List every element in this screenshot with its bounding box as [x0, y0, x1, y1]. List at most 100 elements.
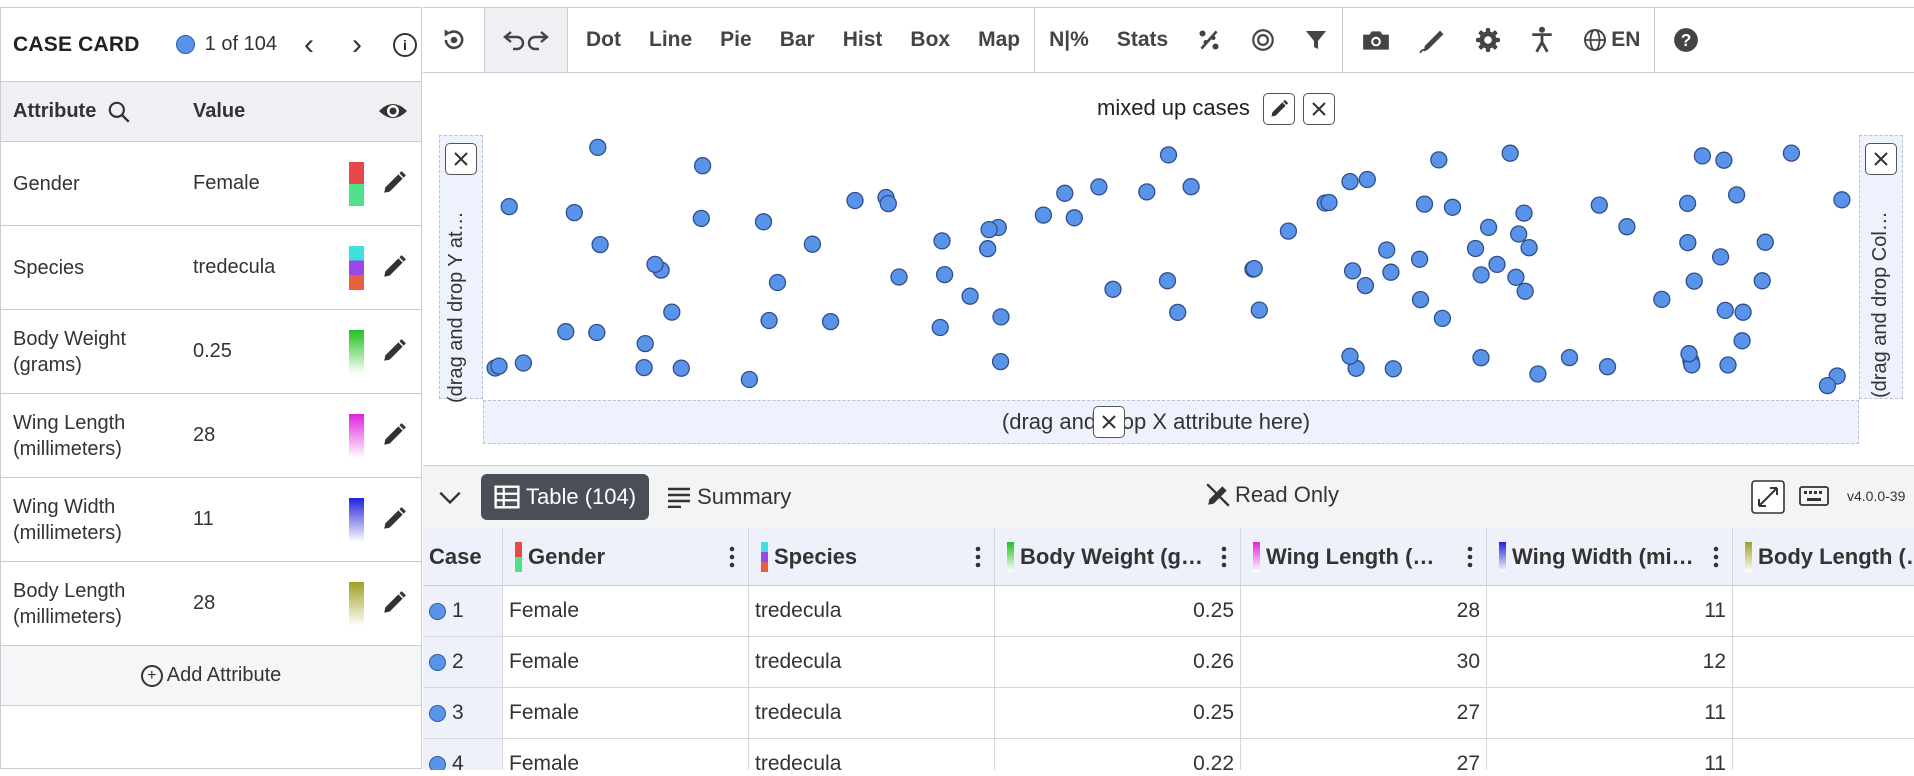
- case-point[interactable]: [1430, 151, 1448, 169]
- species-cell[interactable]: tredecula: [749, 739, 995, 770]
- case-point[interactable]: [760, 311, 778, 330]
- case-point[interactable]: [1479, 218, 1498, 237]
- wing-length-cell[interactable]: 27: [1241, 739, 1487, 770]
- stats-button[interactable]: Stats: [1116, 28, 1169, 51]
- chevron-down-icon[interactable]: [437, 484, 463, 510]
- case-point[interactable]: [1618, 218, 1636, 236]
- case-point[interactable]: [1169, 303, 1187, 322]
- case-point[interactable]: [1466, 239, 1485, 258]
- count-percent-button[interactable]: N|%: [1049, 28, 1089, 51]
- plot-type-dot[interactable]: Dot: [586, 28, 621, 51]
- case-point[interactable]: [1443, 198, 1462, 216]
- case-point[interactable]: [514, 354, 533, 372]
- case-point[interactable]: [933, 232, 951, 250]
- info-icon[interactable]: i: [392, 32, 417, 57]
- species-cell[interactable]: tredecula: [749, 637, 995, 687]
- summary-tab-button[interactable]: Summary: [667, 484, 791, 510]
- case-point[interactable]: [1590, 196, 1608, 214]
- draw-button[interactable]: [1405, 8, 1461, 72]
- case-point[interactable]: [1358, 170, 1376, 189]
- attribute-row-wing-width[interactable]: Wing Width (millimeters) 11: [1, 478, 421, 562]
- color-legend-drop-zone[interactable]: [1859, 135, 1903, 399]
- body-weight-cell[interactable]: 0.26: [995, 637, 1241, 687]
- wing-width-cell[interactable]: 11: [1487, 688, 1733, 738]
- gender-cell[interactable]: Female: [503, 688, 749, 738]
- table-row[interactable]: 1 Female tredecula 0.25 28 11: [423, 586, 1914, 637]
- case-point[interactable]: [672, 359, 690, 377]
- graph-title[interactable]: mixed up cases: [1097, 95, 1250, 120]
- case-point[interactable]: [740, 370, 759, 389]
- case-point[interactable]: [1598, 358, 1617, 376]
- attribute-row-species[interactable]: Species tredecula: [1, 226, 421, 310]
- y-axis-drop-zone[interactable]: [439, 135, 483, 399]
- case-point[interactable]: [991, 352, 1010, 371]
- case-point[interactable]: [635, 358, 653, 377]
- case-point[interactable]: [1034, 206, 1053, 224]
- case-point[interactable]: [1138, 183, 1156, 201]
- table-row[interactable]: 3 Female tredecula 0.25 27 11: [423, 688, 1914, 739]
- case-point[interactable]: [693, 157, 712, 175]
- remove-color-attribute-button[interactable]: [1865, 143, 1897, 175]
- case-point[interactable]: [931, 318, 949, 337]
- case-point[interactable]: [1782, 144, 1801, 162]
- case-point[interactable]: [1501, 144, 1519, 162]
- undo-redo-button[interactable]: [484, 8, 568, 72]
- case-point[interactable]: [490, 357, 508, 375]
- column-header-body-weight[interactable]: Body Weight (g…: [995, 528, 1241, 585]
- edit-pencil-icon[interactable]: [381, 338, 407, 364]
- case-point[interactable]: [1818, 376, 1837, 395]
- body-weight-cell[interactable]: 0.25: [995, 688, 1241, 738]
- case-point[interactable]: [1433, 309, 1452, 328]
- case-point[interactable]: [1343, 262, 1362, 280]
- case-point[interactable]: [591, 235, 609, 254]
- case-point[interactable]: [1159, 146, 1178, 164]
- measure-button[interactable]: [1236, 8, 1290, 72]
- remove-y-attribute-button[interactable]: [445, 143, 477, 175]
- plot-type-box[interactable]: Box: [910, 28, 951, 51]
- kebab-menu-icon[interactable]: [974, 546, 982, 568]
- language-button[interactable]: EN: [1569, 8, 1654, 72]
- wing-length-cell[interactable]: 28: [1241, 586, 1487, 636]
- case-point[interactable]: [1510, 225, 1528, 243]
- filter-button[interactable]: [1290, 8, 1342, 72]
- case-point[interactable]: [557, 323, 575, 341]
- attribute-value[interactable]: Female: [193, 172, 260, 194]
- case-point[interactable]: [663, 303, 681, 321]
- case-point[interactable]: [1411, 290, 1430, 309]
- kebab-menu-icon[interactable]: [1712, 546, 1720, 568]
- case-point[interactable]: [1833, 191, 1851, 209]
- edit-pencil-icon[interactable]: [381, 590, 407, 616]
- gender-cell[interactable]: Female: [503, 637, 749, 687]
- add-attribute-button[interactable]: + Add Attribute: [1, 646, 421, 706]
- wing-width-cell[interactable]: 11: [1487, 586, 1733, 636]
- case-point[interactable]: [1516, 282, 1534, 300]
- case-point[interactable]: [1382, 263, 1400, 281]
- case-point[interactable]: [1529, 365, 1547, 383]
- gender-cell[interactable]: Female: [503, 739, 749, 770]
- remove-x-attribute-button[interactable]: [1093, 406, 1125, 438]
- column-header-gender[interactable]: Gender: [503, 528, 749, 585]
- eye-icon[interactable]: [377, 98, 409, 124]
- case-point[interactable]: [1472, 266, 1490, 284]
- case-point[interactable]: [1685, 272, 1703, 290]
- case-point[interactable]: [500, 197, 518, 216]
- case-point[interactable]: [1507, 268, 1525, 286]
- wing-length-cell[interactable]: 30: [1241, 637, 1487, 687]
- wing-width-cell[interactable]: 12: [1487, 637, 1733, 687]
- help-button[interactable]: ?: [1655, 8, 1713, 72]
- case-point[interactable]: [1753, 272, 1771, 290]
- wing-width-cell[interactable]: 11: [1487, 739, 1733, 770]
- attribute-value[interactable]: 28: [193, 592, 216, 614]
- case-point[interactable]: [1653, 290, 1671, 309]
- close-title-button[interactable]: [1303, 93, 1335, 125]
- attribute-row-body-weight[interactable]: Body Weight (grams) 0.25: [1, 310, 421, 394]
- plot-type-line[interactable]: Line: [649, 28, 693, 51]
- case-point[interactable]: [565, 203, 583, 222]
- case-point[interactable]: [1056, 184, 1074, 202]
- case-point[interactable]: [588, 323, 606, 342]
- attribute-row-body-length[interactable]: Body Length (millimeters) 28: [1, 562, 421, 646]
- column-header-wing-length[interactable]: Wing Length (…: [1241, 528, 1487, 585]
- case-point[interactable]: [646, 255, 664, 274]
- case-point[interactable]: [961, 287, 979, 305]
- species-cell[interactable]: tredecula: [749, 586, 995, 636]
